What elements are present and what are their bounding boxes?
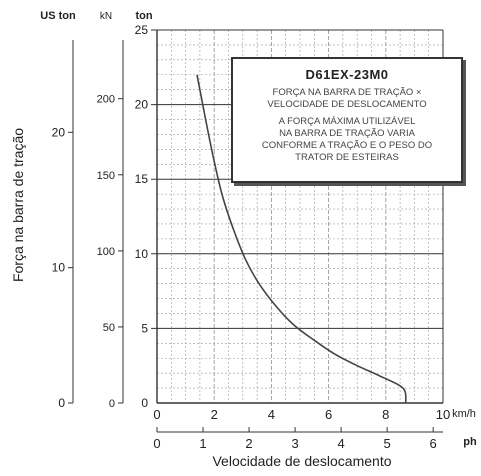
chart-note-box: D61EX-23M0 FORÇA NA BARRA DE TRAÇÃO × VE… — [231, 57, 463, 183]
tick-us-ton: 0 — [58, 396, 65, 410]
tick-kmh: 8 — [382, 407, 389, 422]
tick-kmh: 10 — [436, 407, 450, 422]
tick-mph: 2 — [245, 436, 252, 451]
tick-mph: 1 — [199, 436, 206, 451]
note-line-4: NA BARRA DE TRAÇÃO VARIA — [279, 128, 415, 139]
tick-mph: 6 — [430, 436, 437, 451]
tick-ton: 25 — [135, 23, 149, 37]
note-line-3: A FORÇA MÁXIMA UTILIZÁVEL — [278, 116, 416, 127]
unit-mph: ph — [463, 436, 477, 448]
tick-ton: 0 — [141, 396, 148, 410]
note-line-5: CONFORME A TRAÇÃO E O PESO DO — [261, 140, 433, 151]
tick-kmh: 6 — [325, 407, 332, 422]
y-axis-title: Força na barra de tração — [10, 128, 26, 282]
tick-kmh: 0 — [153, 407, 160, 422]
tick-ton: 5 — [141, 321, 148, 335]
tick-kn: 50 — [103, 322, 115, 334]
note-paragraph-2: A FORÇA MÁXIMA UTILIZÁVEL NA BARRA DE TR… — [239, 116, 455, 164]
note-line-2: VELOCIDADE DE DESLOCAMENTO — [267, 99, 427, 110]
note-paragraph-1: FORÇA NA BARRA DE TRAÇÃO × VELOCIDADE DE… — [239, 87, 455, 111]
unit-kn: kN — [100, 11, 112, 22]
tick-ton: 20 — [135, 98, 149, 112]
tick-kn: 200 — [97, 94, 115, 106]
drawbar-pull-curve — [196, 74, 407, 404]
unit-us-ton: US ton — [40, 10, 76, 22]
tick-us-ton: 20 — [52, 125, 66, 139]
tick-mph: 3 — [291, 436, 298, 451]
unit-kmh: km/h — [452, 408, 476, 420]
tick-mph: 5 — [384, 436, 391, 451]
tick-ton: 10 — [135, 247, 149, 261]
x-axis-title: Velocidade de deslocamento — [212, 453, 391, 469]
tick-kn: 100 — [97, 246, 115, 258]
tick-kmh: 4 — [268, 407, 275, 422]
tick-us-ton: 10 — [52, 261, 66, 275]
note-line-1: FORÇA NA BARRA DE TRAÇÃO × — [272, 87, 422, 98]
label-layer: Força na barra de tração Velocidade de d… — [10, 10, 477, 469]
curve-layer — [196, 74, 407, 404]
tick-kn: 150 — [97, 170, 115, 182]
tick-kn: 0 — [109, 398, 115, 410]
tick-mph: 0 — [153, 436, 160, 451]
tick-mph: 4 — [337, 436, 344, 451]
unit-ton: ton — [135, 10, 152, 22]
tick-ton: 15 — [135, 172, 149, 186]
note-title: D61EX-23M0 — [305, 67, 389, 82]
note-line-6: TRATOR DE ESTEIRAS — [295, 152, 399, 163]
tick-kmh: 2 — [211, 407, 218, 422]
